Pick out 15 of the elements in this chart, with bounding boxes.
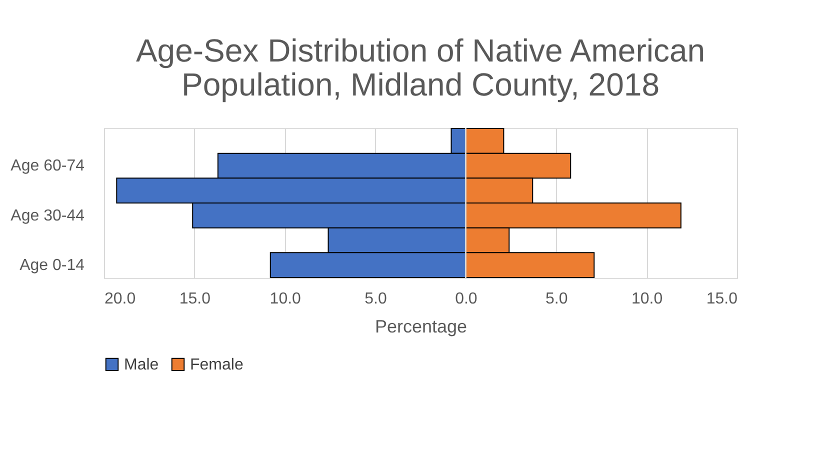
legend-label: Male	[124, 356, 159, 374]
x-axis-title: Percentage	[374, 316, 468, 336]
x-tick-label: 15.0	[179, 290, 211, 308]
y-tick-label: Age 30-44	[10, 207, 85, 224]
x-tick-label: 15.0	[706, 290, 738, 308]
x-tick-label: 5.0	[546, 290, 568, 308]
legend-label: Female	[190, 356, 244, 374]
chart-title: Age-Sex Distribution of Native American Population, Midland County, 2018	[136, 32, 706, 102]
x-tick-label: 10.0	[632, 290, 663, 308]
y-tick-label: Age 60-74	[10, 158, 85, 175]
x-tick-label: 5.0	[364, 290, 388, 308]
y-tick-label: Age 0-14	[20, 257, 85, 274]
x-tick-label: 10.0	[270, 290, 302, 308]
x-tick-label: 20.0	[104, 290, 136, 308]
x-tick-label: 0.0	[455, 290, 478, 308]
